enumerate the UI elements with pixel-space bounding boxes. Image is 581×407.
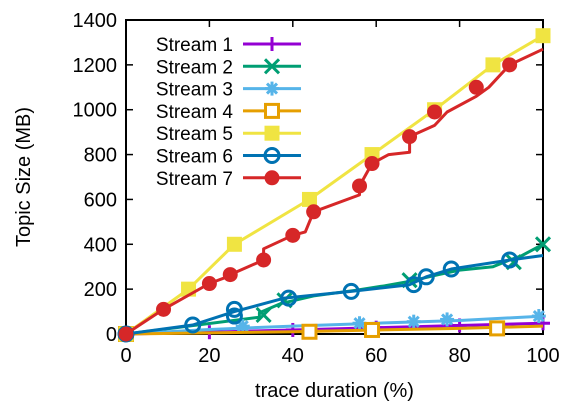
data-point xyxy=(417,268,435,286)
x-tick-label: 20 xyxy=(198,345,220,367)
data-point xyxy=(364,156,380,172)
data-point xyxy=(535,28,551,44)
legend-label: Stream 4 xyxy=(156,102,234,123)
legend-item: Stream 3 xyxy=(156,80,301,101)
x-axis-title: trace duration (%) xyxy=(255,380,414,402)
data-point xyxy=(306,204,322,220)
data-point xyxy=(534,236,552,253)
x-tick-label: 0 xyxy=(120,345,131,367)
data-point xyxy=(402,129,418,145)
legend-label: Stream 1 xyxy=(156,35,233,56)
legend-item: Stream 7 xyxy=(156,169,301,190)
data-point xyxy=(468,79,484,95)
legend-label: Stream 2 xyxy=(156,57,233,78)
data-point xyxy=(441,313,454,326)
data-point xyxy=(226,236,242,252)
data-point xyxy=(501,251,519,269)
legend-item: Stream 4 xyxy=(156,102,301,123)
legend-item: Stream 2 xyxy=(156,57,301,78)
data-point xyxy=(485,57,501,73)
data-point xyxy=(301,323,318,340)
y-tick-label: 200 xyxy=(84,279,117,301)
y-tick-label: 1400 xyxy=(73,10,118,32)
series-line xyxy=(125,324,544,336)
y-tick-label: 400 xyxy=(84,234,117,256)
data-point xyxy=(285,227,301,243)
data-point xyxy=(502,57,518,73)
y-axis-title: Topic Size (MB) xyxy=(13,107,35,247)
x-tick-label: 40 xyxy=(282,345,304,367)
x-tick-label: 80 xyxy=(448,345,470,367)
y-tick-label: 0 xyxy=(106,324,117,346)
data-point xyxy=(427,104,443,120)
series-line xyxy=(125,34,544,336)
data-point xyxy=(222,267,238,283)
y-tick-label: 600 xyxy=(84,189,117,211)
data-point xyxy=(342,282,360,300)
legend-swatch-marker xyxy=(263,58,281,75)
data-point xyxy=(489,320,506,337)
series-line xyxy=(125,254,544,336)
plot-frame xyxy=(125,19,544,335)
data-point xyxy=(532,309,545,323)
x-tick-label: 60 xyxy=(365,345,387,367)
legend-swatch-marker xyxy=(264,125,280,141)
data-point xyxy=(118,326,134,342)
data-point xyxy=(225,300,243,318)
data-point xyxy=(405,276,423,294)
legend-swatch-marker xyxy=(263,147,281,164)
data-point xyxy=(156,301,172,317)
legend-label: Stream 7 xyxy=(156,169,233,190)
legend-swatch-marker xyxy=(264,170,280,186)
data-point xyxy=(364,321,381,338)
data-point xyxy=(256,252,272,268)
data-point xyxy=(353,317,366,330)
legend-item: Stream 1 xyxy=(156,35,301,56)
legend-item: Stream 5 xyxy=(156,124,301,145)
legend-swatch-marker xyxy=(265,82,279,95)
data-point xyxy=(276,292,293,309)
data-point xyxy=(407,315,420,328)
data-point xyxy=(225,307,243,325)
data-point xyxy=(255,306,272,323)
data-point xyxy=(201,276,217,292)
y-tick-label: 1200 xyxy=(73,55,118,77)
legend-label: Stream 3 xyxy=(156,80,233,101)
legend-item: Stream 6 xyxy=(156,147,301,168)
data-point xyxy=(352,178,368,194)
data-point xyxy=(280,289,298,307)
legend-swatch-marker xyxy=(264,102,280,119)
y-tick-label: 1000 xyxy=(73,100,118,122)
x-tick-label: 100 xyxy=(526,345,559,367)
y-tick-label: 800 xyxy=(84,145,117,167)
data-point xyxy=(236,320,249,333)
data-point xyxy=(442,260,460,278)
series-7 xyxy=(118,47,544,342)
legend-label: Stream 6 xyxy=(156,147,233,168)
legend-label: Stream 5 xyxy=(156,124,233,145)
data-point xyxy=(184,316,202,334)
